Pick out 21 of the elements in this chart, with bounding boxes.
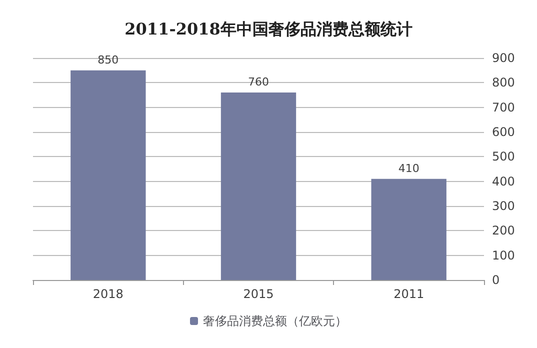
data-label: 760 bbox=[248, 76, 269, 89]
y-tick-label: 900 bbox=[492, 51, 515, 65]
legend-label: 奢侈品消费总额（亿欧元） bbox=[203, 314, 347, 328]
y-tick-label: 200 bbox=[492, 224, 515, 238]
y-tick-label: 0 bbox=[492, 273, 500, 287]
y-tick-label: 700 bbox=[492, 100, 515, 114]
y-tick-label: 500 bbox=[492, 150, 515, 164]
x-tick-label: 2011 bbox=[394, 287, 424, 301]
bar bbox=[70, 70, 146, 280]
data-label: 850 bbox=[98, 53, 119, 66]
y-tick-label: 400 bbox=[492, 174, 515, 188]
y-tick-label: 100 bbox=[492, 248, 515, 262]
x-tick-label: 2015 bbox=[243, 287, 274, 301]
data-label: 410 bbox=[398, 162, 420, 175]
y-tick-label: 600 bbox=[492, 125, 515, 139]
bar bbox=[220, 92, 296, 280]
x-tick-label: 2018 bbox=[92, 287, 124, 301]
y-tick-label: 800 bbox=[492, 76, 515, 90]
chart-title: 2011-2018年中国奢侈品消费总额统计 bbox=[124, 20, 412, 38]
bar bbox=[371, 178, 446, 280]
y-tick-label: 300 bbox=[492, 199, 515, 213]
